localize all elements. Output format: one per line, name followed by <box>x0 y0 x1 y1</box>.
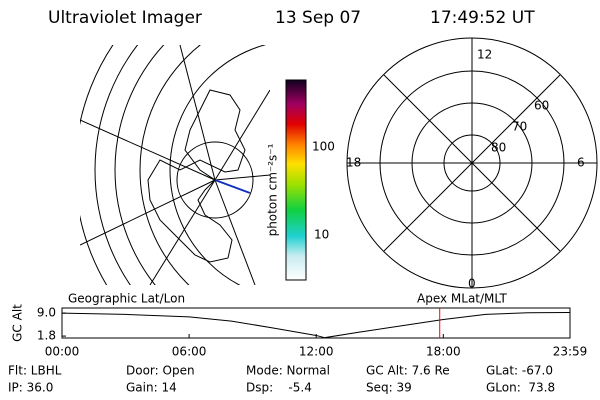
title: Ultraviolet Imager <box>48 8 202 28</box>
status-field: Flt: LBHL <box>8 364 62 378</box>
date: 13 Sep 07 <box>275 8 361 28</box>
status-field: GLat: -67.0 <box>486 364 553 378</box>
status-field: Door: Open <box>126 364 195 378</box>
status-field: Gain: 14 <box>126 381 177 395</box>
polar-label: 18 <box>346 156 361 170</box>
x-tick-label: 12:00 <box>299 345 334 359</box>
status-field: GC Alt: 7.6 Re <box>366 364 450 378</box>
status-field: Dsp: -5.4 <box>246 381 312 395</box>
colorbar <box>285 79 307 281</box>
annotation: Apex MLat/MLT <box>417 292 507 306</box>
colorbar-label: photon cm⁻²s⁻¹ <box>266 143 280 236</box>
x-tick-label: 18:00 <box>426 345 461 359</box>
status-field: IP: 36.0 <box>8 381 53 395</box>
polar-label: 60 <box>534 99 549 113</box>
polar-label: 6 <box>577 156 585 170</box>
x-tick-label: 23:59 <box>553 345 588 359</box>
y-label: GC Alt <box>11 304 25 342</box>
status-field: GLon: 73.8 <box>486 381 555 395</box>
plot-frame <box>61 307 571 339</box>
colorbar-tick: 10 <box>314 228 329 242</box>
polar-label: 80 <box>491 141 506 155</box>
timeline: Geographic Lat/Lon Apex MLat/MLT GC Alt 9.0… <box>11 292 588 359</box>
x-tick-label: 00:00 <box>45 345 80 359</box>
polar-label: 0 <box>468 277 476 291</box>
status-field: Mode: Normal <box>246 364 330 378</box>
time: 17:49:52 UT <box>430 8 535 28</box>
y-tick-label: 1.8 <box>37 329 56 343</box>
y-tick-label: 9.0 <box>37 306 56 320</box>
geo-map <box>80 45 270 285</box>
polar-label: 12 <box>477 48 492 62</box>
annotation: Geographic Lat/Lon <box>68 292 185 306</box>
colorbar-tick: 100 <box>312 140 335 154</box>
x-tick-label: 06:00 <box>172 345 207 359</box>
status-field: Seq: 39 <box>366 381 412 395</box>
polar-grid <box>346 37 598 289</box>
altitude-line <box>61 311 571 339</box>
polar-label: 70 <box>512 120 527 134</box>
footer: Flt: LBHL Door: Open Mode: Normal GC Alt: 7… <box>8 364 555 395</box>
